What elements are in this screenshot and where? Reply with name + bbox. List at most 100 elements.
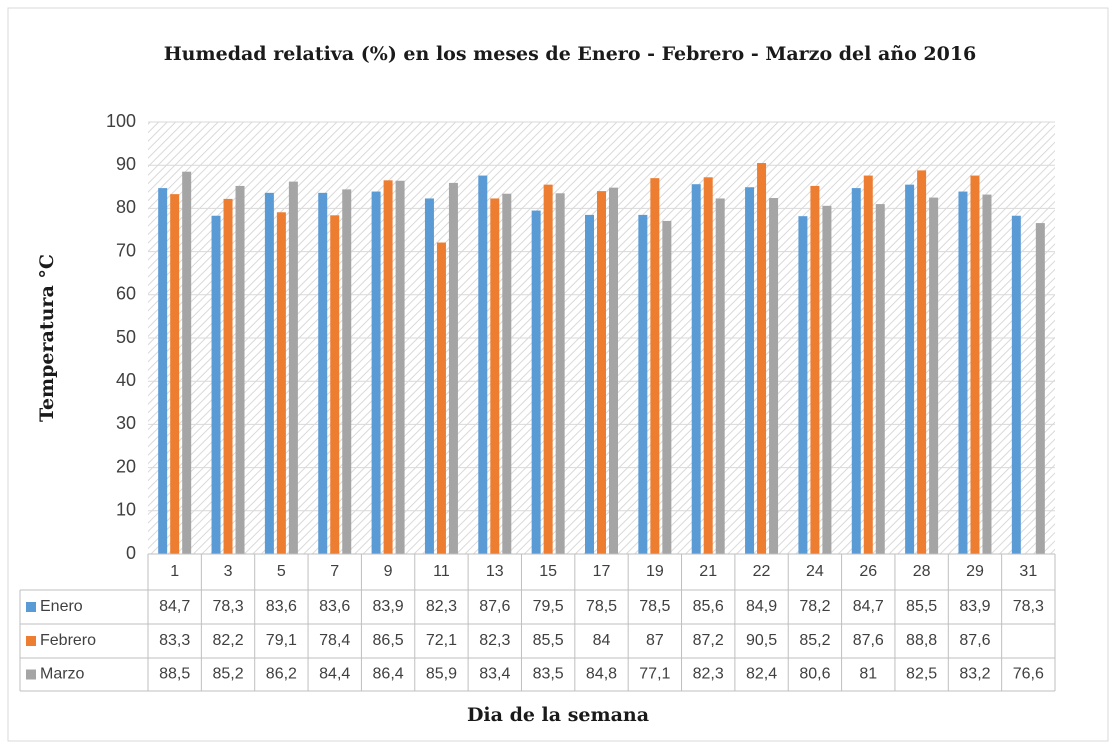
table-value: 87,6 [853,632,884,649]
table-value: 78,3 [212,598,243,615]
x-tick-label: 24 [806,563,824,580]
bar [863,175,873,554]
bar [798,216,808,554]
table-value: 85,5 [533,632,564,649]
table-value: 84 [593,632,611,649]
bar [585,214,594,554]
bar [917,170,927,554]
bar [597,191,606,554]
x-tick-label: 1 [170,563,179,580]
table-value: 86,2 [266,666,297,683]
table-value: 79,1 [266,632,297,649]
table-value: 78,4 [319,632,350,649]
table-value: 87 [646,632,664,649]
bar [502,193,512,554]
y-tick-label: 0 [126,543,136,563]
x-tick-label: 29 [966,563,984,580]
x-tick-label: 19 [646,563,664,580]
bar [662,220,672,555]
bar [875,204,885,554]
table-value: 80,6 [799,666,830,683]
x-tick-label: 5 [277,563,286,580]
bar [851,188,861,554]
table-value: 84,8 [586,666,617,683]
table-value: 78,3 [1013,598,1044,615]
legend-label: Enero [40,598,83,615]
table-value: 85,2 [212,666,243,683]
table-value: 83,6 [319,598,350,615]
y-tick-label: 80 [116,197,136,217]
bar [211,215,221,554]
table-value: 86,5 [373,632,404,649]
table-value: 88,8 [906,632,937,649]
x-tick-label: 9 [384,563,393,580]
x-tick-label: 22 [753,563,771,580]
table-value: 83,9 [959,598,990,615]
table-value: 77,1 [639,666,670,683]
bar [970,175,980,554]
bar [182,171,192,554]
bar [448,182,458,555]
bar [318,192,328,554]
table-value: 84,7 [159,598,190,615]
legend-label: Marzo [40,666,85,683]
table-value: 82,4 [746,666,777,683]
table-value: 81 [859,666,877,683]
table-value: 87,6 [959,632,990,649]
bar [436,242,446,554]
y-tick-label: 40 [116,370,136,390]
table-value: 87,6 [479,598,510,615]
chart-title: Humedad relativa (%) en los meses de Ene… [163,43,977,65]
table-value: 82,3 [693,666,724,683]
table-value: 85,5 [906,598,937,615]
table-value: 82,3 [479,632,510,649]
bar [371,191,381,554]
bar [982,194,992,555]
x-tick-label: 3 [224,563,233,580]
table-value: 82,2 [212,632,243,649]
bar [822,205,832,555]
bar [235,185,245,554]
table-value: 83,6 [266,598,297,615]
bar [288,181,298,554]
bar [395,180,405,554]
bar [1035,223,1045,554]
table-value: 79,5 [533,598,564,615]
y-tick-label: 100 [106,111,136,131]
x-tick-label: 15 [539,563,557,580]
table-value: 78,2 [799,598,830,615]
table-value: 76,6 [1013,666,1044,683]
table-value: 85,9 [426,666,457,683]
x-tick-label: 26 [859,563,877,580]
bar [905,184,915,554]
y-tick-label: 60 [116,284,136,304]
bar [424,198,434,555]
y-tick-label: 10 [116,500,136,520]
bar [478,175,488,554]
bar [929,197,939,554]
table-value: 83,5 [533,666,564,683]
table-value: 84,9 [746,598,777,615]
bar [223,198,233,554]
legend-swatch [26,636,36,646]
bar [638,214,648,554]
legend-label: Febrero [40,632,96,649]
bar [330,215,340,554]
y-tick-label: 70 [116,240,136,260]
x-tick-label: 21 [699,563,717,580]
bar [1011,215,1021,554]
bar [691,184,701,554]
bar [958,191,968,554]
table-value: 86,4 [373,666,404,683]
table-value: 82,3 [426,598,457,615]
table-value: 83,3 [159,632,190,649]
bar [170,194,180,555]
bar [490,198,500,555]
y-tick-label: 90 [116,154,136,174]
x-tick-label: 13 [486,563,504,580]
bar [264,192,274,554]
y-tick-label: 20 [116,456,136,476]
bar [810,185,820,554]
table-value: 90,5 [746,632,777,649]
